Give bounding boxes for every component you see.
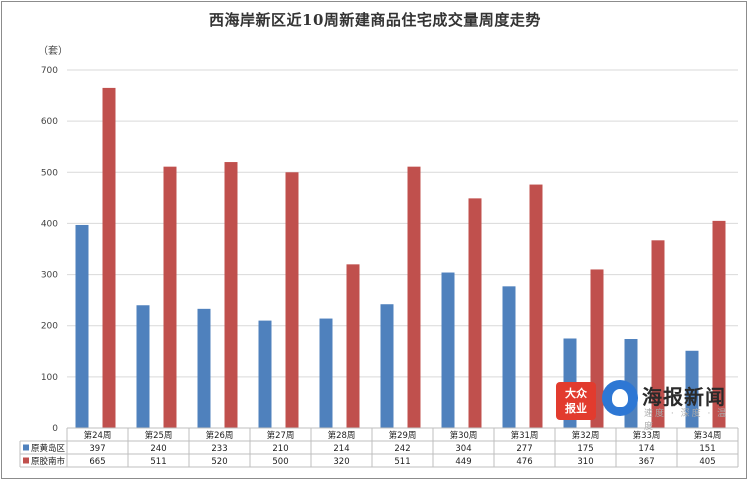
bar-jiaonan [346, 264, 360, 428]
bar-jiaonan [407, 166, 421, 428]
x-category-label: 第26周 [206, 430, 234, 441]
table-value: 367 [638, 457, 654, 467]
bar-jiaonan [285, 172, 299, 428]
y-axis-ticks: 0 100 200 300 400 500 600 700 [41, 66, 58, 434]
x-category-label: 第32周 [572, 430, 600, 441]
legend-series-name: 原黄岛区 [31, 443, 66, 454]
bar-huangdao [319, 318, 333, 428]
x-category-label: 第25周 [145, 430, 173, 441]
table-value: 174 [638, 444, 654, 454]
table-value: 233 [211, 444, 227, 454]
table-value: 277 [516, 444, 532, 454]
table-value: 242 [394, 444, 410, 454]
table-value: 511 [150, 457, 166, 467]
table-value: 240 [150, 444, 166, 454]
y-tick-label: 500 [41, 168, 58, 178]
table-value: 397 [89, 444, 105, 454]
legend-swatch [23, 457, 29, 464]
seal-icon [602, 380, 638, 416]
chart-title: 西海岸新区近10周新建商品住宅成交量周度走势 [209, 11, 541, 29]
y-tick-label: 100 [41, 373, 58, 383]
table-value: 151 [699, 444, 715, 454]
bar-jiaonan [224, 162, 238, 429]
bar-jiaonan [529, 184, 543, 428]
y-axis-unit: （套） [38, 46, 68, 57]
badge-line1: 大众 [565, 387, 587, 400]
brand-name: 海报新闻 [642, 385, 726, 409]
bar-jiaonan [163, 166, 177, 428]
y-tick-label: 0 [52, 424, 58, 434]
bar-huangdao [685, 350, 699, 428]
table-value: 310 [577, 457, 593, 467]
x-category-label: 第28周 [328, 430, 356, 441]
watermark-logo: 大众 报业 海报新闻 速度 · 深度 · 温度 [556, 378, 736, 432]
dazhong-badge-icon: 大众 报业 [556, 382, 596, 420]
table-value: 500 [272, 457, 288, 467]
table-value: 210 [272, 444, 288, 454]
x-category-label: 第24周 [84, 430, 112, 441]
x-category-label: 第27周 [267, 430, 295, 441]
table-value: 214 [333, 444, 349, 454]
table-value: 175 [577, 444, 593, 454]
table-value: 511 [394, 457, 410, 467]
table-value: 304 [455, 444, 471, 454]
bar-huangdao [136, 305, 150, 428]
x-category-label: 第30周 [450, 430, 478, 441]
legend-series-name: 原胶南市 [31, 456, 66, 467]
table-value: 665 [89, 457, 105, 467]
x-category-label: 第34周 [694, 430, 722, 441]
table-value: 405 [699, 457, 715, 467]
brand-slogan: 速度 · 深度 · 温度 [644, 409, 729, 432]
y-tick-label: 600 [41, 117, 58, 127]
bar-huangdao [258, 320, 272, 428]
x-category-label: 第33周 [633, 430, 661, 441]
bar-jiaonan [651, 240, 665, 428]
badge-line2: 报业 [565, 402, 587, 415]
x-category-label: 第29周 [389, 430, 417, 441]
y-tick-label: 300 [41, 271, 58, 281]
table-value: 476 [516, 457, 532, 467]
bar-jiaonan [102, 87, 116, 429]
y-tick-label: 700 [41, 66, 58, 76]
table-value: 520 [211, 457, 227, 467]
gridlines [67, 69, 738, 429]
bars [75, 87, 726, 429]
bar-jiaonan [468, 198, 482, 428]
bar-huangdao [197, 308, 211, 428]
bar-huangdao [380, 304, 394, 428]
x-category-label: 第31周 [511, 430, 539, 441]
y-tick-label: 400 [41, 219, 58, 229]
bar-huangdao [75, 224, 89, 428]
table-value: 320 [333, 457, 349, 467]
bar-huangdao [441, 272, 455, 428]
table-value: 449 [455, 457, 471, 467]
legend-swatch [23, 444, 29, 451]
bar-jiaonan [712, 220, 726, 428]
data-table: 第24周 第25周 第26周 第27周 第28周 第29周 第30周 第31周 第32周 第33周… [19, 427, 739, 468]
bar-huangdao [502, 286, 516, 428]
y-tick-label: 200 [41, 322, 58, 332]
